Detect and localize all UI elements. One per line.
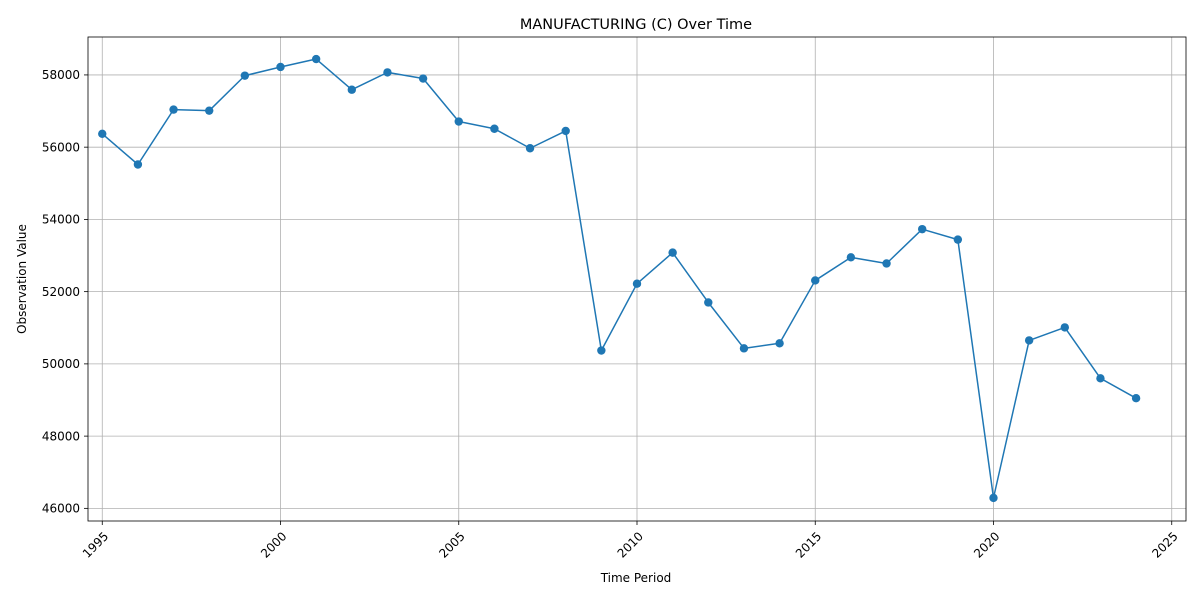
data-point [98,129,107,138]
data-point [418,74,428,83]
x-tick-label: 2025 [1149,529,1180,560]
data-markers [98,54,1141,503]
y-tick-label: 52000 [42,285,80,299]
data-point [240,71,250,80]
data-point [525,144,535,153]
y-tick-label: 50000 [42,357,80,371]
x-axis-title: Time Period [600,571,672,585]
data-point [454,117,463,126]
data-point [953,235,963,244]
data-point [1024,336,1034,345]
data-point [490,124,499,133]
data-point [133,160,143,169]
data-point [169,105,178,114]
x-tick-label: 2000 [258,529,289,560]
data-point [597,346,606,355]
data-point [205,106,214,115]
grid [88,37,1186,521]
data-point [882,259,891,268]
data-point [561,126,570,136]
data-point [632,279,642,288]
x-tick-label: 2005 [436,529,467,560]
y-tick-label: 56000 [42,140,80,154]
data-point [811,276,820,285]
y-axis-title: Observation Value [15,224,29,334]
x-tick-label: 1995 [80,529,111,560]
data-point [775,339,784,348]
data-point [668,248,677,257]
data-point [846,253,856,262]
data-point [989,493,998,503]
axes [84,36,1187,525]
x-tick-label: 2015 [793,529,824,560]
data-point [917,224,927,234]
data-point [311,54,321,64]
data-point [276,62,285,72]
data-point [739,344,749,353]
x-tick-label: 2020 [971,529,1002,560]
tick-labels: 1995 2000 2005 2010 2015 2020 2025 46000 48000 50… [42,68,1181,561]
chart-title: MANUFACTURING (C) Over Time [520,17,752,33]
y-tick-label: 48000 [42,429,80,443]
series-polyline [101,58,1137,499]
y-tick-label: 46000 [42,502,80,516]
data-point [347,85,357,94]
series-line [101,58,1137,499]
data-point [1096,374,1105,383]
x-tick-label: 2010 [615,529,646,560]
y-tick-label: 54000 [42,213,80,227]
data-point [704,298,713,307]
data-point [1060,323,1069,332]
data-point [1131,393,1141,403]
data-point [383,68,392,77]
y-tick-label: 58000 [42,68,80,82]
